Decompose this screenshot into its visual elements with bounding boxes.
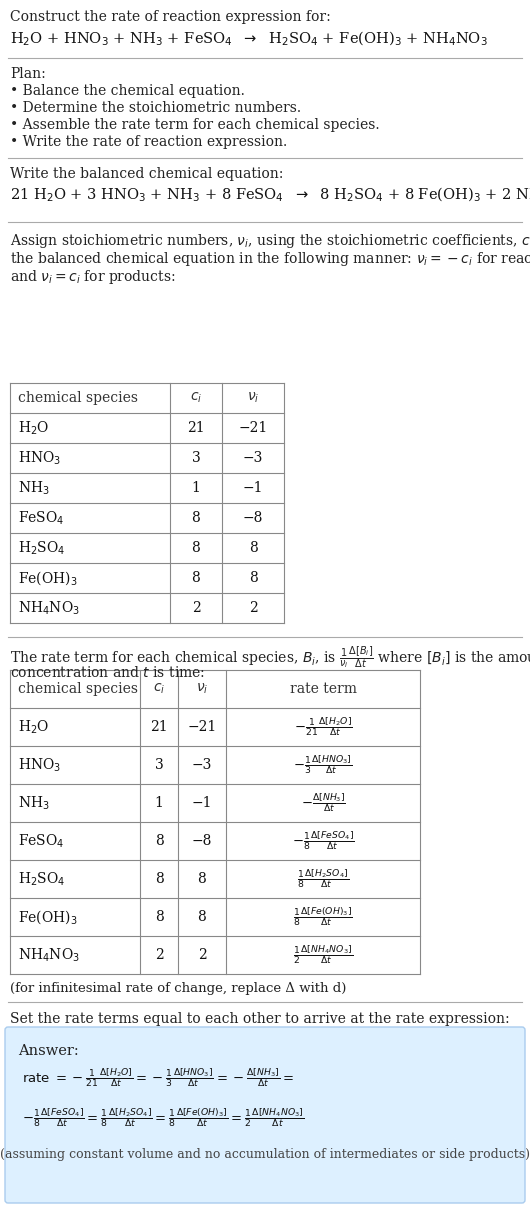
Text: 3: 3 bbox=[192, 451, 200, 465]
Text: $\frac{1}{8}\frac{\Delta[Fe(OH)_3]}{\Delta t}$: $\frac{1}{8}\frac{\Delta[Fe(OH)_3]}{\Del… bbox=[293, 906, 353, 929]
Text: (assuming constant volume and no accumulation of intermediates or side products): (assuming constant volume and no accumul… bbox=[0, 1148, 530, 1161]
Text: $c_i$: $c_i$ bbox=[153, 681, 165, 696]
Text: −8: −8 bbox=[192, 834, 212, 848]
Text: NH$_3$: NH$_3$ bbox=[18, 480, 50, 496]
Text: $\nu_i$: $\nu_i$ bbox=[196, 681, 208, 696]
Text: FeSO$_4$: FeSO$_4$ bbox=[18, 510, 65, 527]
Text: Fe(OH)$_3$: Fe(OH)$_3$ bbox=[18, 569, 78, 587]
Text: 8: 8 bbox=[155, 910, 163, 924]
Text: 8: 8 bbox=[198, 910, 206, 924]
Text: 2: 2 bbox=[198, 948, 206, 962]
Text: 8: 8 bbox=[192, 541, 200, 554]
Text: the balanced chemical equation in the following manner: $\nu_i = -c_i$ for react: the balanced chemical equation in the fo… bbox=[10, 250, 530, 268]
Text: 8: 8 bbox=[249, 571, 258, 585]
Text: 1: 1 bbox=[191, 481, 200, 495]
Text: −8: −8 bbox=[243, 511, 263, 525]
Text: 21: 21 bbox=[187, 422, 205, 435]
Text: Write the balanced chemical equation:: Write the balanced chemical equation: bbox=[10, 167, 284, 181]
Text: −21: −21 bbox=[188, 720, 217, 734]
Text: 8: 8 bbox=[192, 511, 200, 525]
Text: 2: 2 bbox=[192, 602, 200, 615]
Text: −3: −3 bbox=[243, 451, 263, 465]
Text: NH$_4$NO$_3$: NH$_4$NO$_3$ bbox=[18, 599, 80, 617]
Text: chemical species: chemical species bbox=[18, 683, 138, 696]
Text: • Write the rate of reaction expression.: • Write the rate of reaction expression. bbox=[10, 135, 287, 149]
Text: 2: 2 bbox=[249, 602, 258, 615]
Text: $\frac{1}{2}\frac{\Delta[NH_4NO_3]}{\Delta t}$: $\frac{1}{2}\frac{\Delta[NH_4NO_3]}{\Del… bbox=[293, 943, 353, 966]
Text: −1: −1 bbox=[243, 481, 263, 495]
Text: NH$_3$: NH$_3$ bbox=[18, 795, 50, 812]
Text: 8: 8 bbox=[155, 872, 163, 885]
Text: 8: 8 bbox=[155, 834, 163, 848]
Text: FeSO$_4$: FeSO$_4$ bbox=[18, 832, 65, 849]
Text: 21: 21 bbox=[150, 720, 168, 734]
Text: H$_2$O: H$_2$O bbox=[18, 719, 49, 736]
Text: $-\frac{1}{8}\frac{\Delta[FeSO_4]}{\Delta t} = \frac{1}{8}\frac{\Delta[H_2SO_4]}: $-\frac{1}{8}\frac{\Delta[FeSO_4]}{\Delt… bbox=[22, 1107, 304, 1129]
Text: and $\nu_i = c_i$ for products:: and $\nu_i = c_i$ for products: bbox=[10, 268, 175, 286]
Text: 8: 8 bbox=[198, 872, 206, 885]
Text: • Assemble the rate term for each chemical species.: • Assemble the rate term for each chemic… bbox=[10, 118, 379, 132]
Text: $\frac{1}{8}\frac{\Delta[H_2SO_4]}{\Delta t}$: $\frac{1}{8}\frac{\Delta[H_2SO_4]}{\Delt… bbox=[297, 867, 349, 890]
Text: −21: −21 bbox=[238, 422, 268, 435]
Text: Construct the rate of reaction expression for:: Construct the rate of reaction expressio… bbox=[10, 10, 331, 24]
Text: The rate term for each chemical species, $B_i$, is $\frac{1}{\nu_i}\frac{\Delta[: The rate term for each chemical species,… bbox=[10, 645, 530, 670]
Text: H$_2$O + HNO$_3$ + NH$_3$ + FeSO$_4$  $\rightarrow$  H$_2$SO$_4$ + Fe(OH)$_3$ + : H$_2$O + HNO$_3$ + NH$_3$ + FeSO$_4$ $\r… bbox=[10, 30, 488, 48]
Text: Assign stoichiometric numbers, $\nu_i$, using the stoichiometric coefficients, $: Assign stoichiometric numbers, $\nu_i$, … bbox=[10, 232, 530, 250]
Text: $-\frac{\Delta[NH_3]}{\Delta t}$: $-\frac{\Delta[NH_3]}{\Delta t}$ bbox=[301, 791, 346, 814]
Text: 3: 3 bbox=[155, 757, 163, 772]
Text: Answer:: Answer: bbox=[18, 1044, 79, 1058]
Text: Plan:: Plan: bbox=[10, 66, 46, 81]
Text: $-\frac{1}{3}\frac{\Delta[HNO_3]}{\Delta t}$: $-\frac{1}{3}\frac{\Delta[HNO_3]}{\Delta… bbox=[293, 754, 353, 777]
Text: NH$_4$NO$_3$: NH$_4$NO$_3$ bbox=[18, 946, 80, 964]
FancyBboxPatch shape bbox=[5, 1027, 525, 1203]
Text: (for infinitesimal rate of change, replace Δ with d): (for infinitesimal rate of change, repla… bbox=[10, 982, 347, 995]
Text: 1: 1 bbox=[155, 796, 163, 811]
Text: • Balance the chemical equation.: • Balance the chemical equation. bbox=[10, 85, 245, 98]
Text: HNO$_3$: HNO$_3$ bbox=[18, 449, 61, 466]
Text: Set the rate terms equal to each other to arrive at the rate expression:: Set the rate terms equal to each other t… bbox=[10, 1012, 510, 1026]
Text: −1: −1 bbox=[192, 796, 212, 811]
Text: rate $= -\frac{1}{21}\frac{\Delta[H_2O]}{\Delta t} = -\frac{1}{3}\frac{\Delta[HN: rate $= -\frac{1}{21}\frac{\Delta[H_2O]}… bbox=[22, 1065, 294, 1088]
Text: H$_2$SO$_4$: H$_2$SO$_4$ bbox=[18, 870, 65, 888]
Text: • Determine the stoichiometric numbers.: • Determine the stoichiometric numbers. bbox=[10, 101, 301, 115]
Text: $-\frac{1}{8}\frac{\Delta[FeSO_4]}{\Delta t}$: $-\frac{1}{8}\frac{\Delta[FeSO_4]}{\Delt… bbox=[292, 830, 355, 853]
Text: H$_2$O: H$_2$O bbox=[18, 419, 49, 437]
Text: −3: −3 bbox=[192, 757, 212, 772]
Text: H$_2$SO$_4$: H$_2$SO$_4$ bbox=[18, 539, 65, 557]
Text: 8: 8 bbox=[249, 541, 258, 554]
Text: $\nu_i$: $\nu_i$ bbox=[247, 391, 259, 405]
Text: Fe(OH)$_3$: Fe(OH)$_3$ bbox=[18, 908, 78, 925]
Text: 21 H$_2$O + 3 HNO$_3$ + NH$_3$ + 8 FeSO$_4$  $\rightarrow$  8 H$_2$SO$_4$ + 8 Fe: 21 H$_2$O + 3 HNO$_3$ + NH$_3$ + 8 FeSO$… bbox=[10, 186, 530, 204]
Text: HNO$_3$: HNO$_3$ bbox=[18, 756, 61, 773]
Text: concentration and $t$ is time:: concentration and $t$ is time: bbox=[10, 664, 205, 680]
Text: chemical species: chemical species bbox=[18, 391, 138, 405]
Text: 2: 2 bbox=[155, 948, 163, 962]
Text: rate term: rate term bbox=[289, 683, 357, 696]
Text: 8: 8 bbox=[192, 571, 200, 585]
Text: $-\frac{1}{21}\frac{\Delta[H_2O]}{\Delta t}$: $-\frac{1}{21}\frac{\Delta[H_2O]}{\Delta… bbox=[294, 715, 352, 738]
Text: $c_i$: $c_i$ bbox=[190, 391, 202, 405]
